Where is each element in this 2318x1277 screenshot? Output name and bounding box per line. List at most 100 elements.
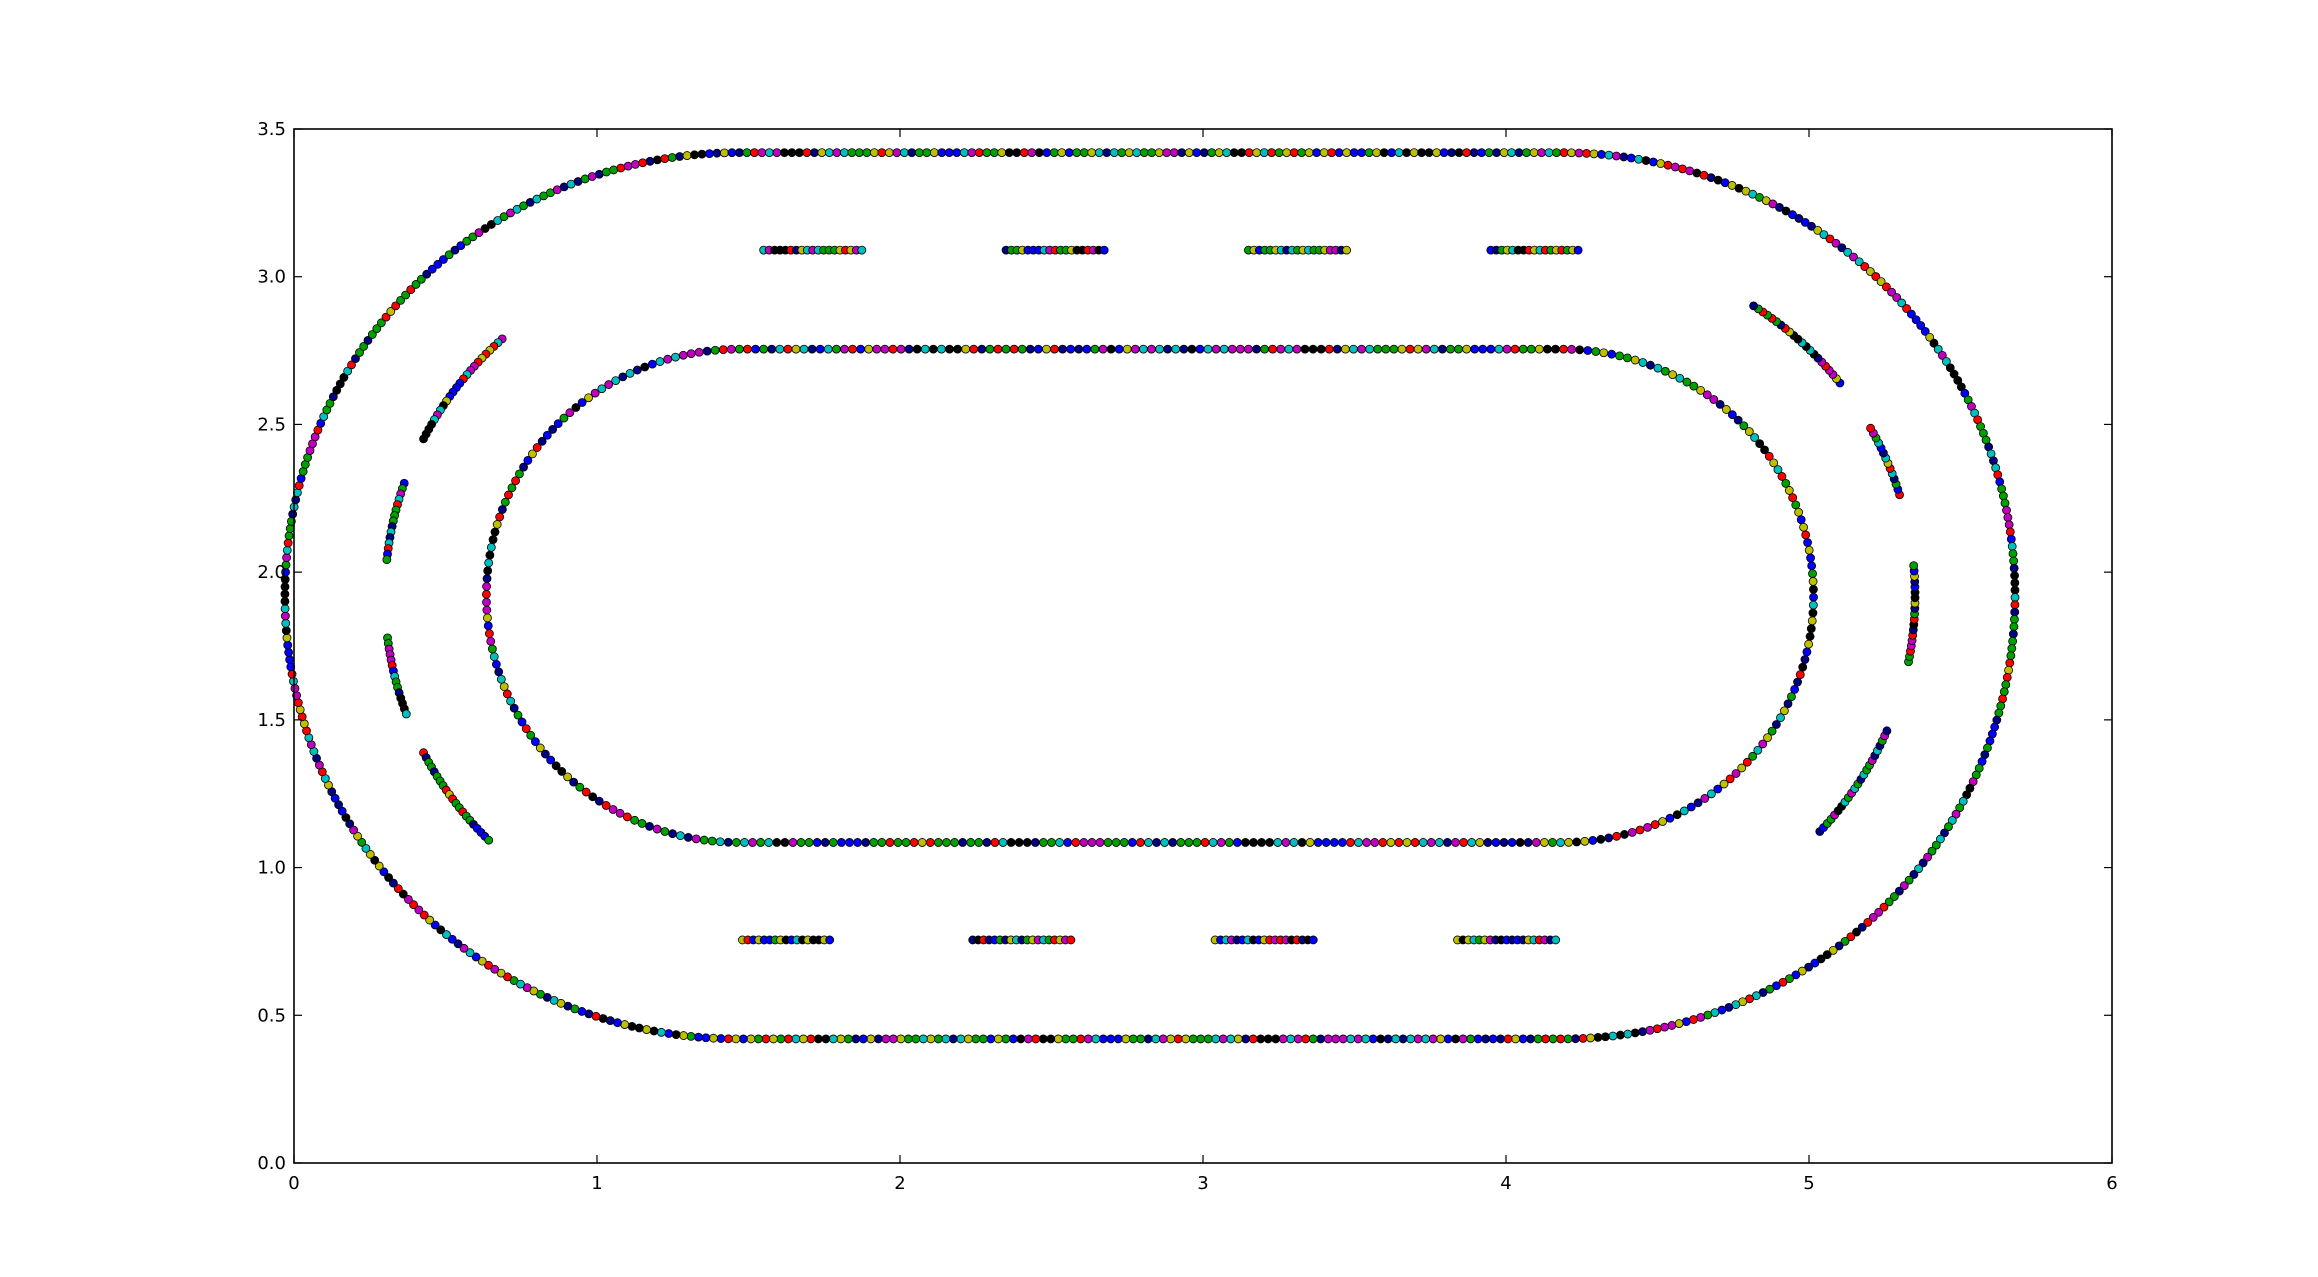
centerline-dash-point xyxy=(1551,935,1561,945)
inner-boundary-point xyxy=(1346,838,1355,847)
outer-boundary-point xyxy=(503,972,512,982)
inner-boundary-point xyxy=(1808,600,1818,610)
inner-boundary-point xyxy=(1316,344,1326,354)
outer-boundary-point xyxy=(716,1034,726,1043)
outer-boundary-point xyxy=(1312,148,1322,158)
outer-boundary-point xyxy=(1876,277,1886,287)
inner-boundary-point xyxy=(1095,838,1105,847)
outer-boundary-point xyxy=(1816,954,1826,964)
outer-boundary-point xyxy=(813,1034,823,1044)
outer-boundary-point xyxy=(281,626,291,635)
inner-boundary-point xyxy=(1087,838,1097,847)
centerline-dash-point xyxy=(1342,245,1352,255)
outer-boundary-point xyxy=(370,855,380,865)
inner-boundary-point xyxy=(506,696,516,706)
outer-boundary-point xyxy=(776,1034,786,1044)
inner-boundary-point xyxy=(1795,670,1805,680)
inner-boundary-point xyxy=(783,344,793,354)
inner-boundary-point xyxy=(1559,344,1568,354)
outer-boundary-point xyxy=(1544,148,1554,158)
inner-boundary-point xyxy=(1650,820,1660,829)
inner-boundary-point xyxy=(557,767,567,776)
inner-boundary-point xyxy=(1801,530,1811,540)
inner-boundary-point xyxy=(1583,346,1593,355)
outer-boundary-point xyxy=(465,948,475,958)
outer-boundary-point xyxy=(1947,816,1957,825)
outer-boundary-point xyxy=(787,148,797,158)
outer-boundary-point xyxy=(1188,1034,1198,1044)
inner-boundary-point xyxy=(487,644,497,654)
inner-boundary-point xyxy=(1063,838,1073,847)
inner-boundary-point xyxy=(751,344,760,354)
outer-boundary-point xyxy=(1574,148,1584,158)
inner-boundary-point xyxy=(671,352,680,362)
outer-boundary-point xyxy=(1837,243,1847,253)
inner-boundary-point xyxy=(502,689,512,699)
outer-boundary-point xyxy=(1514,148,1524,158)
outer-boundary-point xyxy=(1881,282,1891,292)
inner-boundary-point xyxy=(928,344,938,354)
outer-boundary-point xyxy=(1289,148,1299,158)
inner-boundary-point xyxy=(1672,810,1682,820)
outer-boundary-point xyxy=(1537,148,1546,158)
inner-boundary-point xyxy=(482,574,492,583)
centerline-dash-point xyxy=(401,709,411,719)
outer-boundary-point xyxy=(345,819,355,829)
inner-boundary-point xyxy=(1534,344,1544,354)
inner-boundary-point xyxy=(1418,838,1428,847)
outer-boundary-point xyxy=(1098,1034,1108,1044)
inner-boundary-point xyxy=(1090,344,1100,354)
outer-boundary-point xyxy=(1042,148,1052,158)
outer-boundary-point xyxy=(1663,160,1673,170)
inner-boundary-point xyxy=(1572,837,1582,847)
inner-boundary-point xyxy=(1470,344,1480,354)
outer-boundary-point xyxy=(982,148,992,158)
inner-boundary-point xyxy=(1702,390,1712,400)
outer-boundary-point xyxy=(858,1034,868,1044)
outer-boundary-point xyxy=(1656,159,1666,168)
inner-boundary-point xyxy=(622,812,632,822)
inner-boundary-point xyxy=(823,344,833,354)
y-tick-label: 0.5 xyxy=(257,1005,286,1026)
inner-boundary-point xyxy=(1660,366,1670,376)
outer-boundary-point xyxy=(1406,1034,1416,1044)
outer-boundary-point xyxy=(280,582,290,592)
inner-boundary-point xyxy=(1742,757,1752,767)
inner-boundary-point xyxy=(1807,616,1817,626)
inner-boundary-point xyxy=(1244,344,1253,354)
inner-boundary-point xyxy=(1475,838,1485,847)
inner-boundary-point xyxy=(1696,385,1706,395)
outer-boundary-point xyxy=(1887,287,1896,297)
outer-boundary-point xyxy=(1323,1034,1333,1044)
inner-boundary-point xyxy=(1139,344,1148,354)
inner-boundary-point xyxy=(496,674,506,684)
inner-boundary-point xyxy=(804,838,814,847)
outer-boundary-point xyxy=(1361,1034,1371,1044)
inner-boundary-point xyxy=(1082,344,1092,354)
inner-boundary-point xyxy=(1042,344,1051,354)
inner-boundary-point xyxy=(1635,825,1645,835)
outer-boundary-point xyxy=(409,900,418,910)
outer-boundary-point xyxy=(2007,644,2017,653)
inner-boundary-point xyxy=(1017,344,1027,354)
outer-boundary-point xyxy=(1282,148,1292,158)
outer-boundary-point xyxy=(914,148,924,158)
inner-boundary-point xyxy=(1769,458,1779,468)
inner-boundary-point xyxy=(896,344,906,354)
outer-boundary-point xyxy=(1196,1034,1206,1044)
inner-boundary-point xyxy=(1800,655,1810,664)
outer-boundary-point xyxy=(888,1034,898,1044)
outer-boundary-point xyxy=(1252,148,1262,158)
inner-boundary-point xyxy=(668,829,677,839)
outer-boundary-point xyxy=(1860,262,1870,271)
outer-boundary-point xyxy=(2010,600,2020,610)
outer-boundary-point xyxy=(809,148,819,158)
inner-boundary-point xyxy=(581,787,591,797)
outer-boundary-point xyxy=(1181,1034,1191,1044)
outer-boundary-point xyxy=(280,611,290,621)
inner-boundary-point xyxy=(483,613,492,623)
inner-boundary-point xyxy=(958,838,968,847)
inner-boundary-point xyxy=(1119,838,1129,847)
outer-boundary-point xyxy=(2010,607,2020,617)
outer-boundary-point xyxy=(282,545,292,555)
